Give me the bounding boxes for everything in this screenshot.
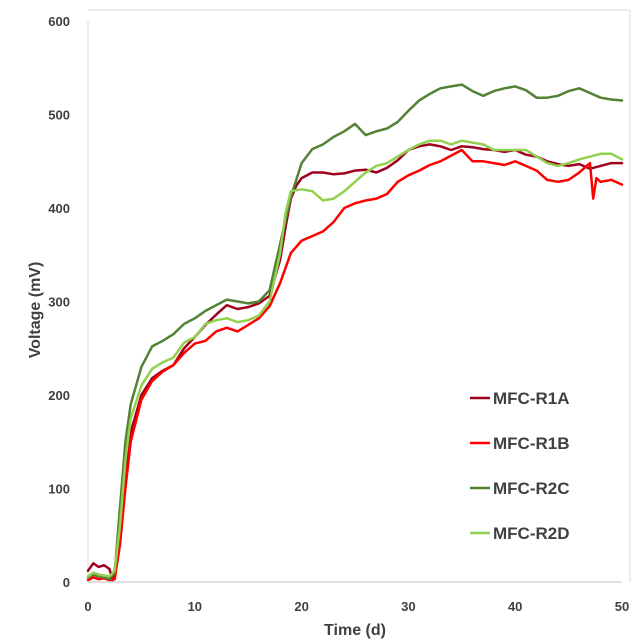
legend: MFC-R1A MFC-R1B MFC-R2C MFC-R2D xyxy=(470,389,570,543)
y-axis-title: Voltage (mV) xyxy=(27,262,44,359)
y-tick-label: 100 xyxy=(48,482,70,497)
series-line-mfc-r2d xyxy=(86,139,624,578)
x-axis-title: Time (d) xyxy=(324,622,386,639)
series-line-mfc-r2c xyxy=(86,83,624,581)
y-tick-label: 0 xyxy=(63,575,70,590)
y-tick-label: 400 xyxy=(48,201,70,216)
y-tick-labels: 0 100 200 300 400 500 600 xyxy=(48,14,70,590)
series-layer xyxy=(86,83,624,582)
y-tick-label: 600 xyxy=(48,14,70,29)
y-tick-label: 300 xyxy=(48,295,70,310)
legend-label: MFC-R1A xyxy=(493,389,570,408)
y-tick-label: 200 xyxy=(48,388,70,403)
x-tick-label: 30 xyxy=(401,599,415,614)
series-line-mfc-r1a xyxy=(86,143,624,582)
series-line-mfc-r1b xyxy=(86,148,624,582)
x-tick-label: 10 xyxy=(188,599,202,614)
legend-label: MFC-R2C xyxy=(493,479,570,498)
legend-label: MFC-R2D xyxy=(493,524,570,543)
x-tick-label: 40 xyxy=(508,599,522,614)
x-tick-label: 50 xyxy=(615,599,629,614)
x-tick-label: 20 xyxy=(294,599,308,614)
y-tick-label: 500 xyxy=(48,108,70,123)
legend-label: MFC-R1B xyxy=(493,434,570,453)
x-tick-labels: 0 10 20 30 40 50 xyxy=(84,599,629,614)
x-tick-label: 0 xyxy=(84,599,91,614)
